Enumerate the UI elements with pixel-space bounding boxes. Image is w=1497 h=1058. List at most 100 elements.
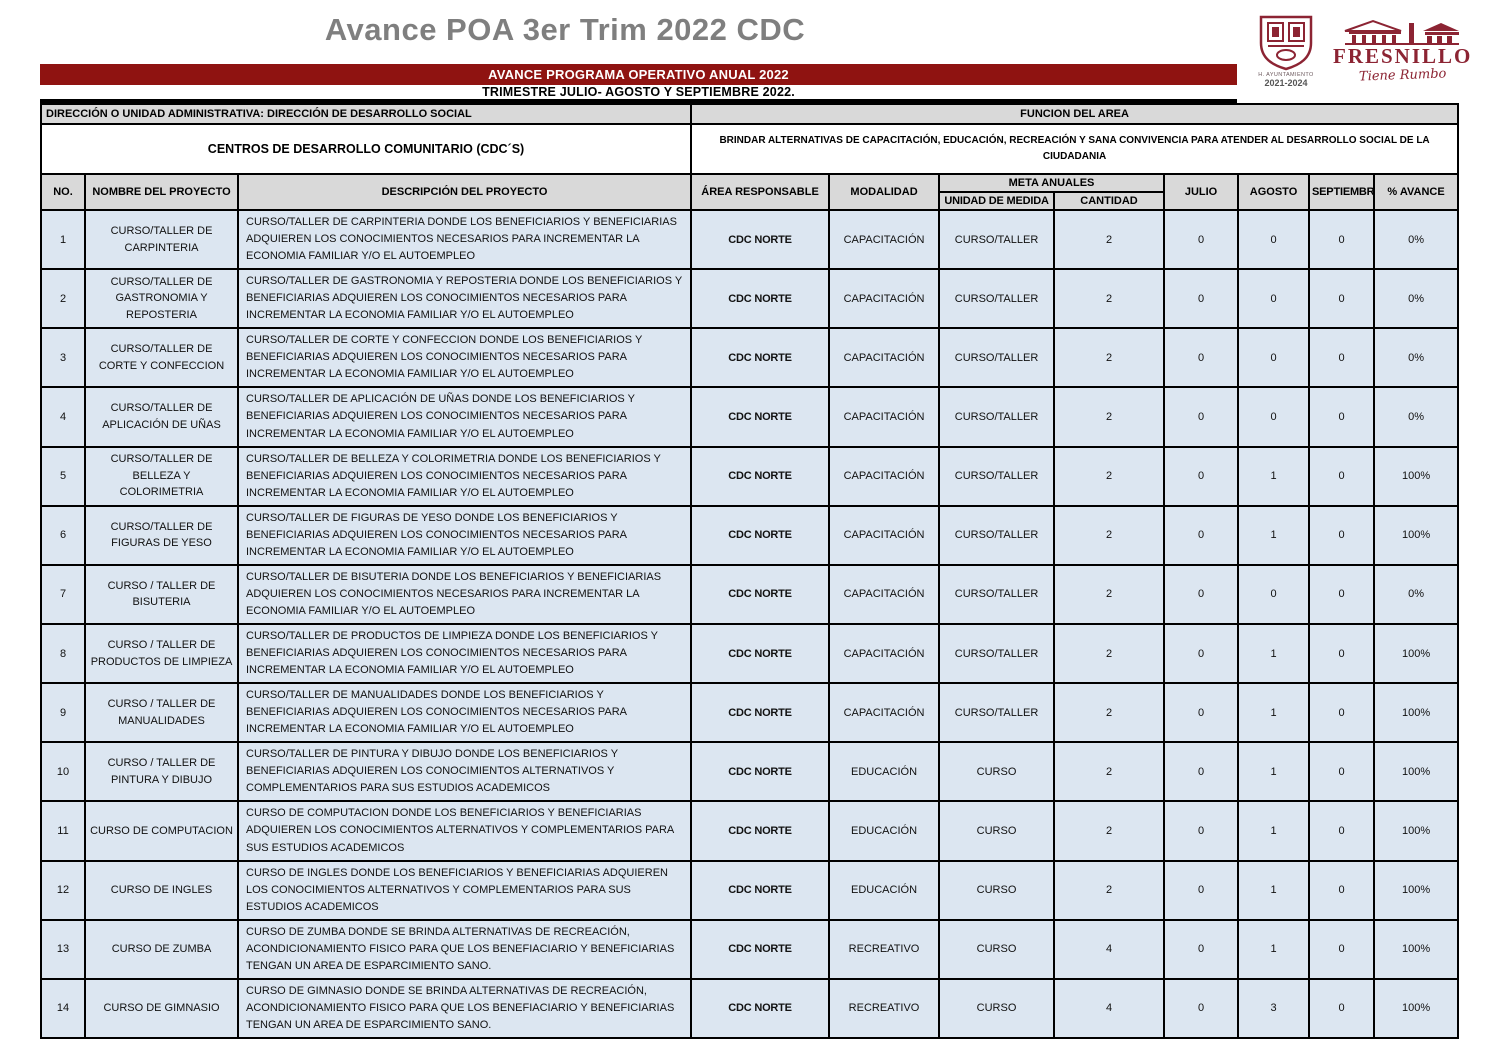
cell-descripcion: CURSO DE COMPUTACION DONDE LOS BENEFICIA…	[236, 800, 693, 862]
cell-no: 8	[40, 622, 86, 685]
cell-no: 1	[40, 208, 86, 271]
monument-icon	[1344, 19, 1459, 45]
cell-cantidad: 2	[1053, 859, 1166, 921]
logo-tagline: Tiene Rumbo	[1358, 66, 1447, 85]
cell-agosto: 1	[1237, 800, 1311, 862]
cell-no: 5	[40, 445, 86, 507]
cell-avance: 100%	[1373, 622, 1460, 685]
table-row: 12 CURSO DE INGLES CURSO DE INGLES DONDE L…	[40, 859, 1460, 921]
cell-agosto: 0	[1237, 268, 1311, 330]
cell-area: CDC NORTE	[690, 208, 831, 271]
col-julio: JULIO	[1163, 173, 1240, 211]
cell-agosto: 1	[1237, 504, 1311, 566]
cell-septiembre: 0	[1308, 208, 1376, 271]
cell-cantidad: 2	[1053, 563, 1166, 625]
cell-descripcion: CURSO/TALLER DE BISUTERIA DONDE LOS BENE…	[236, 563, 693, 625]
cell-septiembre: 0	[1308, 977, 1376, 1039]
cell-avance: 0%	[1373, 386, 1460, 448]
cell-cantidad: 2	[1053, 268, 1166, 330]
cell-modalidad: CAPACITACIÓN	[828, 268, 941, 330]
cell-descripcion: CURSO/TALLER DE CARPINTERIA DONDE LOS BE…	[236, 208, 693, 271]
cell-no: 12	[40, 859, 86, 921]
cell-modalidad: CAPACITACIÓN	[828, 682, 941, 744]
column-subheader-row: UNIDAD DE MEDIDA CANTIDAD	[41, 191, 1458, 211]
cell-agosto: 1	[1237, 918, 1311, 980]
program-banner: AVANCE PROGRAMA OPERATIVO ANUAL 2022	[40, 64, 1237, 85]
cell-unidad: CURSO	[938, 859, 1056, 921]
cell-modalidad: CAPACITACIÓN	[828, 386, 941, 448]
cell-avance: 0%	[1373, 268, 1460, 330]
cell-avance: 100%	[1373, 445, 1460, 507]
cell-nombre: CURSO/TALLER DE APLICACIÓN DE UÑAS	[84, 386, 239, 448]
col-cantidad: CANTIDAD	[1053, 191, 1166, 211]
cell-descripcion: CURSO DE INGLES DONDE LOS BENEFICIARIOS …	[236, 859, 693, 921]
cell-modalidad: EDUCACIÓN	[828, 800, 941, 862]
cell-unidad: CURSO	[938, 800, 1056, 862]
cell-avance: 100%	[1373, 504, 1460, 566]
cell-area: CDC NORTE	[690, 800, 831, 862]
cell-julio: 0	[1163, 800, 1240, 862]
cell-unidad: CURSO	[938, 741, 1056, 803]
cell-modalidad: EDUCACIÓN	[828, 859, 941, 921]
table-row: 6 CURSO/TALLER DE FIGURAS DE YESO CURSO/TA…	[40, 504, 1460, 566]
cell-no: 10	[40, 741, 86, 803]
cell-area: CDC NORTE	[690, 977, 831, 1039]
col-meta-anuales: META ANUALES	[938, 173, 1166, 193]
table-row: 5 CURSO/TALLER DE BELLEZA Y COLORIMETRIA C…	[40, 445, 1460, 507]
cell-julio: 0	[1163, 208, 1240, 271]
cell-cantidad: 4	[1053, 977, 1166, 1039]
admin-header-row: DIRECCIÓN O UNIDAD ADMINISTRATIVA: DIREC…	[39, 103, 1460, 125]
cell-julio: 0	[1163, 741, 1240, 803]
cell-septiembre: 0	[1308, 563, 1376, 625]
cell-descripcion: CURSO/TALLER DE PINTURA Y DIBUJO DONDE L…	[236, 741, 693, 803]
cell-nombre: CURSO/TALLER DE CARPINTERIA	[84, 208, 239, 271]
cell-area: CDC NORTE	[690, 504, 831, 566]
poa-table: DIRECCIÓN O UNIDAD ADMINISTRATIVA: DIREC…	[39, 103, 1460, 1039]
cell-unidad: CURSO	[938, 918, 1056, 980]
cell-area: CDC NORTE	[690, 741, 831, 803]
cell-julio: 0	[1163, 445, 1240, 507]
cell-cantidad: 2	[1053, 327, 1166, 389]
cell-no: 7	[40, 563, 86, 625]
cell-area: CDC NORTE	[690, 445, 831, 507]
cell-nombre: CURSO/TALLER DE GASTRONOMIA Y REPOSTERIA	[84, 268, 239, 330]
crest-years-label: 2021-2024	[1264, 77, 1308, 88]
cell-agosto: 0	[1237, 386, 1311, 448]
cell-agosto: 1	[1237, 741, 1311, 803]
cell-area: CDC NORTE	[690, 563, 831, 625]
cell-nombre: CURSO DE COMPUTACION	[84, 800, 239, 862]
col-unidad-medida: UNIDAD DE MEDIDA	[938, 191, 1056, 211]
cell-area: CDC NORTE	[690, 386, 831, 448]
cell-area: CDC NORTE	[690, 327, 831, 389]
cell-no: 3	[40, 327, 86, 389]
cell-nombre: CURSO/TALLER DE FIGURAS DE YESO	[84, 504, 239, 566]
table-row: 1 CURSO/TALLER DE CARPINTERIA CURSO/TALLER…	[40, 208, 1460, 271]
cell-descripcion: CURSO/TALLER DE GASTRONOMIA Y REPOSTERIA…	[236, 268, 693, 330]
cell-no: 2	[40, 268, 86, 330]
cell-septiembre: 0	[1308, 800, 1376, 862]
table-row: 7 CURSO / TALLER DE BISUTERIA CURSO/TALLER…	[40, 563, 1460, 625]
table-row: 11 CURSO DE COMPUTACION CURSO DE COMPUTACI…	[40, 800, 1460, 862]
cell-avance: 100%	[1373, 977, 1460, 1039]
cell-nombre: CURSO DE ZUMBA	[84, 918, 239, 980]
cell-septiembre: 0	[1308, 268, 1376, 330]
cell-nombre: CURSO / TALLER DE PINTURA Y DIBUJO	[84, 741, 239, 803]
cell-unidad: CURSO/TALLER	[938, 682, 1056, 744]
cell-agosto: 1	[1237, 859, 1311, 921]
cell-no: 9	[40, 682, 86, 744]
cell-septiembre: 0	[1308, 445, 1376, 507]
cell-avance: 100%	[1373, 800, 1460, 862]
cell-julio: 0	[1163, 682, 1240, 744]
cell-modalidad: CAPACITACIÓN	[828, 504, 941, 566]
cell-septiembre: 0	[1308, 682, 1376, 744]
crest-shield-icon	[1259, 15, 1313, 70]
trimester-subtitle: TRIMESTRE JULIO- AGOSTO Y SEPTIEMBRE 202…	[40, 85, 1237, 103]
cell-septiembre: 0	[1308, 918, 1376, 980]
cell-descripcion: CURSO/TALLER DE APLICACIÓN DE UÑAS DONDE…	[236, 386, 693, 448]
cell-unidad: CURSO/TALLER	[938, 445, 1056, 507]
poa-table-container: DIRECCIÓN O UNIDAD ADMINISTRATIVA: DIREC…	[39, 103, 1460, 1039]
cell-area: CDC NORTE	[690, 918, 831, 980]
cell-cantidad: 2	[1053, 504, 1166, 566]
cell-agosto: 1	[1237, 445, 1311, 507]
cell-no: 14	[40, 977, 86, 1039]
